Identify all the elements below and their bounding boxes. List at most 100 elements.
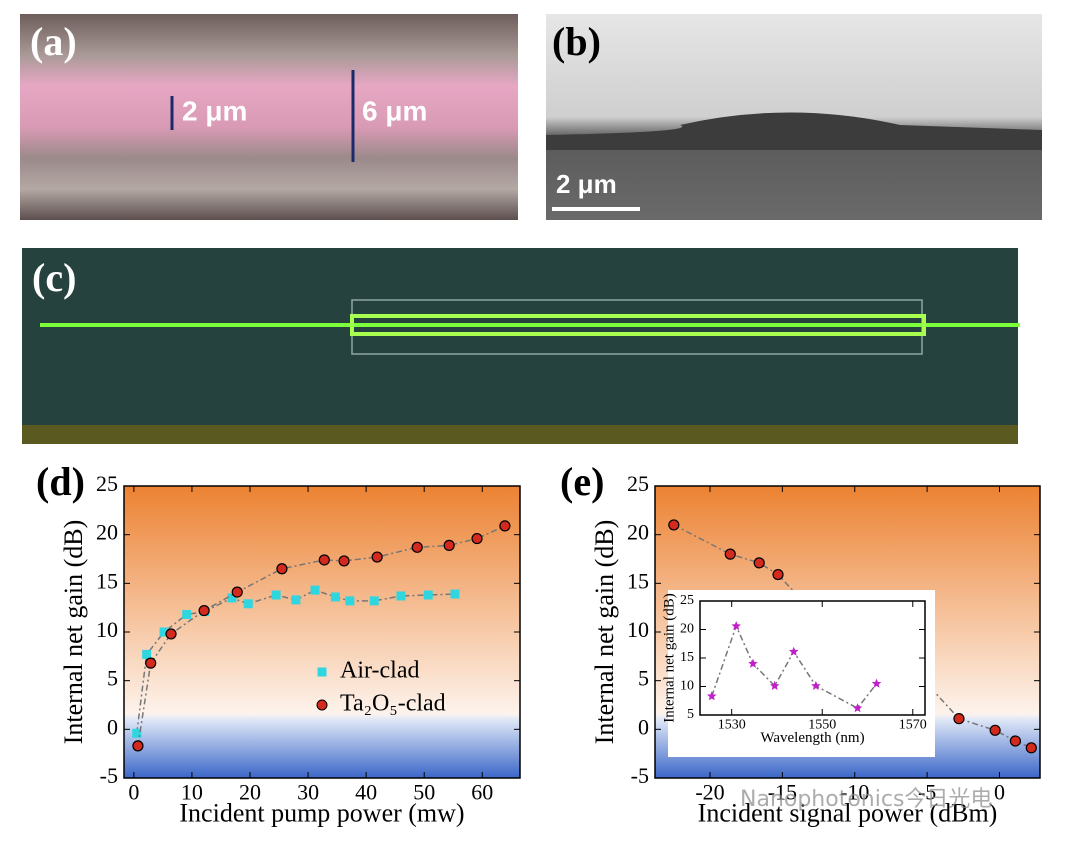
marker [731, 621, 741, 631]
series-line [136, 589, 455, 734]
marker [369, 596, 379, 606]
x-tick-label: 30 [297, 780, 319, 805]
scale-bar-label: 2 μm [556, 169, 617, 199]
y-tick-label: 20 [627, 520, 649, 545]
marker [423, 590, 433, 600]
y-axis-label: Internal net gain (dB) [662, 593, 678, 723]
annotation: 2 μm [182, 95, 247, 126]
marker [811, 680, 821, 690]
x-tick-label: 10 [181, 780, 203, 805]
marker [443, 539, 455, 551]
marker [788, 646, 799, 656]
marker [499, 520, 511, 532]
marker [769, 680, 780, 690]
y-tick-label: 20 [96, 520, 118, 545]
x-axis-label: Incident pump power (mw) [179, 798, 464, 827]
marker [411, 541, 423, 553]
x-tick-label: -5 [918, 780, 936, 805]
marker [159, 627, 169, 637]
y-tick-label: 20 [680, 622, 694, 637]
x-tick-label: 0 [994, 780, 1005, 805]
marker [198, 604, 210, 617]
legend-marker [317, 667, 327, 677]
y-tick-label: 15 [627, 568, 649, 593]
marker [182, 609, 192, 619]
y-tick-label: 25 [627, 471, 649, 496]
marker [707, 691, 717, 701]
marker [330, 592, 340, 602]
x-tick-label: 40 [355, 780, 377, 805]
marker [852, 703, 863, 713]
legend-label: Air-clad [340, 658, 419, 684]
marker [953, 713, 965, 725]
marker [145, 657, 157, 669]
marker [396, 591, 406, 601]
y-tick-label: 25 [96, 471, 118, 496]
photo-a: (a) 2 μm 6 μm [20, 14, 518, 220]
x-tick-label: 20 [239, 780, 261, 805]
x-tick-label: 50 [413, 780, 435, 805]
marker [871, 678, 882, 688]
watermark: Nanophotonics今日光电 [740, 787, 992, 812]
x-tick-label: 1550 [808, 718, 836, 733]
marker [310, 585, 320, 595]
series-line [673, 524, 1032, 749]
x-tick-label: -10 [840, 780, 869, 805]
marker [753, 557, 765, 569]
marker [132, 740, 144, 752]
marker [345, 596, 355, 606]
marker [1009, 735, 1021, 747]
y-tick-label: 5 [638, 666, 649, 691]
plot-area [699, 600, 926, 716]
marker [243, 599, 253, 609]
marker [271, 590, 281, 600]
panel-label: (c) [32, 255, 76, 300]
marker [291, 595, 301, 605]
photo-b: (b) 2 μm [546, 14, 1042, 220]
y-tick-label: 10 [627, 617, 649, 642]
x-tick-label: 60 [471, 780, 493, 805]
panel-label: (d) [36, 459, 85, 504]
x-tick-label: 1570 [899, 718, 927, 733]
y-axis-label: Internal net gain (dB) [59, 520, 88, 745]
marker [772, 568, 784, 581]
marker [338, 555, 350, 567]
marker [231, 586, 243, 598]
y-tick-label: 0 [107, 714, 118, 739]
y-tick-label: 25 [680, 593, 694, 608]
marker [142, 649, 152, 659]
marker [132, 728, 142, 738]
y-tick-label: 5 [687, 707, 694, 722]
y-tick-label: -5 [631, 763, 649, 788]
marker [989, 724, 1001, 736]
x-axis-label: Wavelength (nm) [760, 730, 864, 746]
y-tick-label: 0 [638, 714, 649, 739]
y-tick-label: 5 [107, 666, 118, 691]
marker [318, 554, 330, 566]
x-tick-label: -15 [768, 780, 797, 805]
legend-label: Ta₂O₅-clad [340, 691, 446, 717]
x-tick-label: 0 [128, 780, 139, 805]
y-tick-label: 10 [96, 617, 118, 642]
y-tick-label: -5 [100, 763, 118, 788]
marker [450, 589, 460, 599]
marker [371, 551, 383, 563]
marker [1025, 742, 1037, 754]
x-tick-label: 1530 [718, 718, 746, 733]
x-tick-label: -20 [695, 780, 724, 805]
panel-label: (b) [552, 19, 601, 64]
panel-label: (a) [30, 19, 77, 64]
annotation: 6 μm [362, 95, 427, 126]
marker [668, 519, 680, 531]
marker [165, 628, 177, 640]
y-axis-label: Internal net gain (dB) [590, 520, 619, 745]
y-tick-label: 15 [96, 568, 118, 593]
photo-c: (c) [22, 248, 1020, 444]
marker [276, 563, 288, 575]
y-tick-label: 15 [680, 650, 694, 665]
x-axis-label: Incident signal power (dBm) [698, 798, 998, 827]
panel-label: (e) [560, 459, 604, 504]
marker [471, 532, 483, 545]
marker [227, 593, 237, 603]
